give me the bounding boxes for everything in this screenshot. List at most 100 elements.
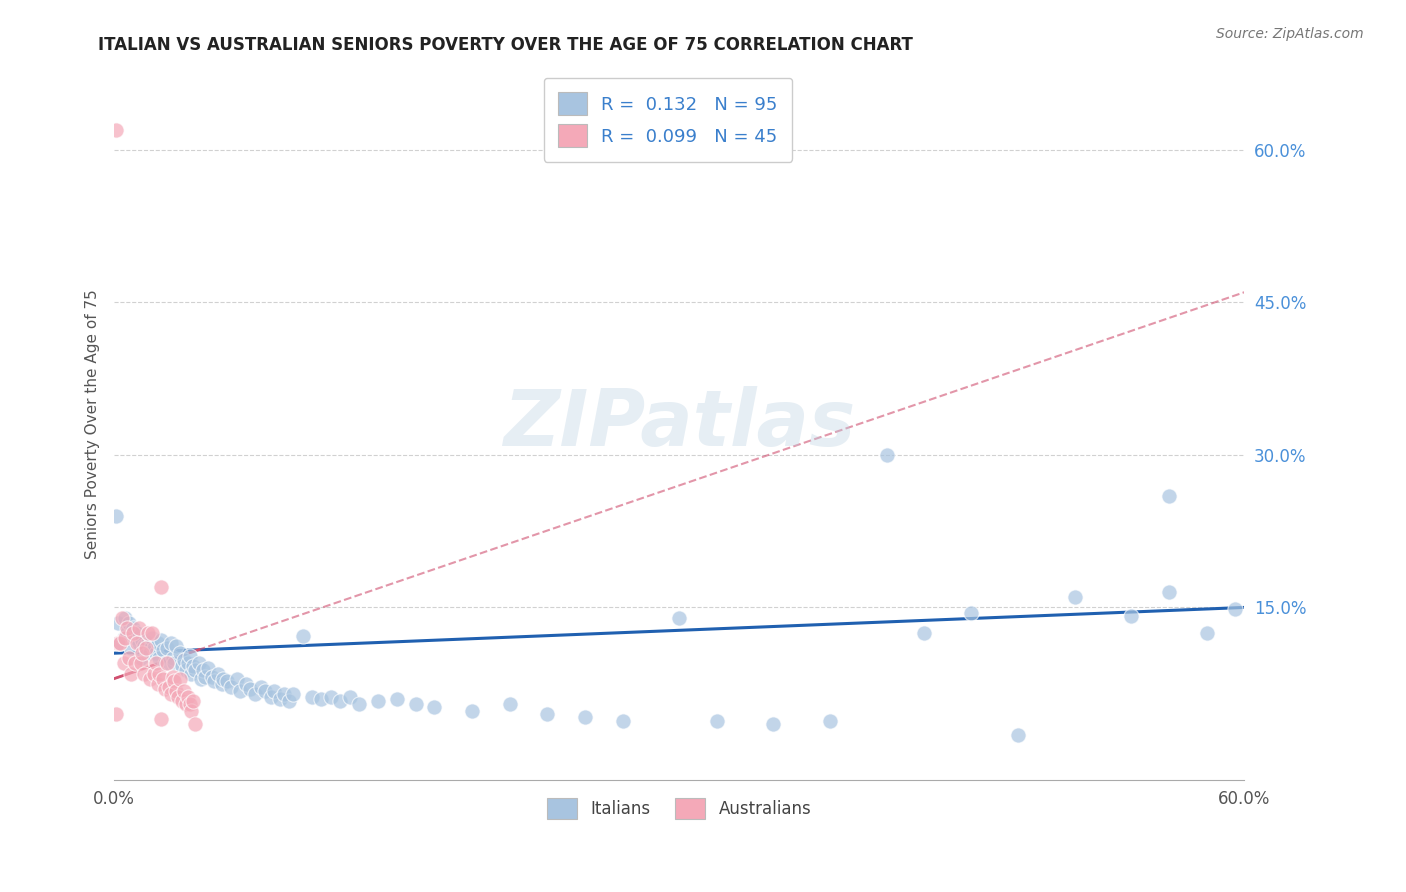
Point — [173, 683, 195, 698]
Point — [112, 631, 135, 645]
Point — [107, 636, 129, 650]
Point — [180, 666, 202, 681]
Point — [141, 631, 163, 645]
Point — [1121, 608, 1143, 623]
Point — [612, 714, 634, 729]
Point — [120, 666, 142, 681]
Point — [876, 448, 898, 462]
Point — [112, 657, 135, 671]
Point — [179, 649, 201, 664]
Point — [912, 625, 935, 640]
Point — [188, 657, 211, 671]
Point — [165, 683, 187, 698]
Point — [117, 621, 139, 635]
Point — [122, 621, 145, 635]
Text: Source: ZipAtlas.com: Source: ZipAtlas.com — [1216, 27, 1364, 41]
Point — [301, 690, 323, 704]
Point — [1223, 602, 1246, 616]
Point — [153, 657, 176, 671]
Point — [245, 687, 267, 701]
Point — [152, 643, 174, 657]
Point — [170, 659, 193, 673]
Point — [1063, 591, 1085, 605]
Point — [173, 653, 195, 667]
Point — [163, 657, 186, 671]
Point — [159, 687, 181, 701]
Point — [212, 672, 235, 686]
Point — [194, 670, 217, 684]
Point — [423, 700, 446, 714]
Point — [259, 690, 281, 704]
Legend: Italians, Australians: Italians, Australians — [540, 792, 818, 825]
Point — [139, 646, 162, 660]
Point — [191, 664, 214, 678]
Point — [105, 508, 128, 523]
Point — [129, 651, 152, 665]
Point — [174, 664, 197, 678]
Point — [180, 704, 202, 718]
Point — [174, 697, 197, 711]
Point — [108, 636, 131, 650]
Point — [135, 643, 157, 657]
Point — [235, 676, 257, 690]
Point — [114, 610, 136, 624]
Point — [114, 631, 136, 645]
Point — [156, 657, 179, 671]
Point — [148, 651, 170, 665]
Point — [176, 657, 198, 671]
Point — [128, 621, 150, 635]
Point — [157, 680, 180, 694]
Point — [156, 641, 179, 656]
Point — [165, 639, 187, 653]
Point — [128, 636, 150, 650]
Point — [135, 641, 157, 656]
Point — [118, 651, 141, 665]
Point — [405, 697, 427, 711]
Point — [499, 697, 522, 711]
Point — [124, 631, 146, 645]
Point — [169, 646, 191, 660]
Point — [217, 673, 239, 688]
Point — [124, 657, 146, 671]
Point — [134, 666, 156, 681]
Point — [253, 683, 276, 698]
Point — [170, 694, 193, 708]
Point — [125, 636, 148, 650]
Point — [163, 673, 186, 688]
Point — [142, 641, 165, 656]
Point — [762, 717, 785, 731]
Point — [239, 681, 262, 696]
Point — [211, 676, 233, 690]
Point — [385, 692, 408, 706]
Point — [141, 625, 163, 640]
Point — [181, 694, 204, 708]
Point — [111, 610, 134, 624]
Point — [105, 122, 128, 136]
Point — [347, 697, 370, 711]
Point — [145, 646, 167, 660]
Point — [960, 606, 983, 620]
Point — [319, 690, 342, 704]
Point — [117, 625, 139, 640]
Point — [229, 683, 252, 698]
Point — [136, 625, 159, 640]
Point — [1157, 489, 1180, 503]
Point — [167, 690, 190, 704]
Point — [706, 714, 728, 729]
Point — [273, 687, 295, 701]
Point — [291, 629, 314, 643]
Point — [179, 697, 201, 711]
Point — [118, 615, 141, 630]
Point — [184, 717, 207, 731]
Point — [153, 681, 176, 696]
Point — [225, 672, 247, 686]
Point — [281, 687, 304, 701]
Y-axis label: Seniors Poverty Over the Age of 75: Seniors Poverty Over the Age of 75 — [86, 290, 100, 559]
Point — [176, 690, 198, 704]
Point — [136, 636, 159, 650]
Point — [131, 646, 153, 660]
Point — [250, 680, 273, 694]
Point — [139, 672, 162, 686]
Point — [146, 676, 169, 690]
Point — [150, 632, 173, 647]
